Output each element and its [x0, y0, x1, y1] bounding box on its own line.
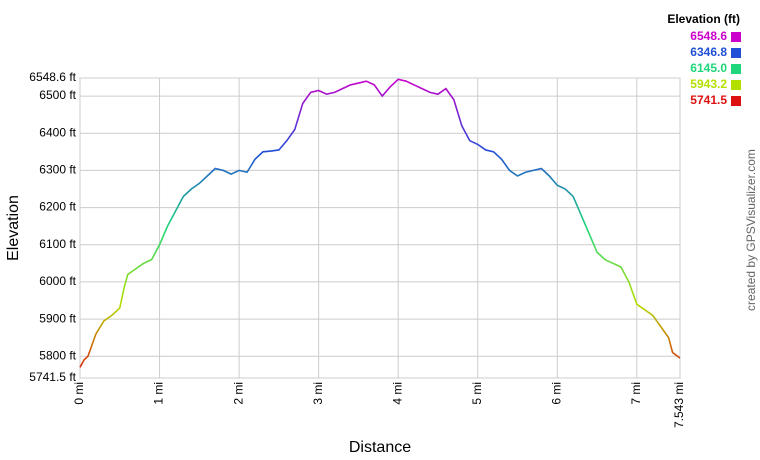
legend-title: Elevation (ft): [667, 12, 740, 26]
legend-label: 5741.5: [690, 93, 727, 107]
y-tick-label: 5741.5 ft: [29, 370, 76, 384]
y-axis-title: Elevation: [5, 195, 22, 261]
y-tick-label: 5900 ft: [39, 311, 76, 325]
legend-swatch: [731, 96, 741, 106]
legend-label: 6548.6: [690, 29, 727, 43]
legend-swatch: [731, 64, 741, 74]
x-tick-label: 7.543 mi: [672, 382, 686, 428]
y-tick-label: 6200 ft: [39, 200, 76, 214]
y-tick-label: 6000 ft: [39, 274, 76, 288]
x-tick-label: 0 mi: [72, 382, 86, 405]
x-tick-label: 4 mi: [390, 382, 404, 405]
credit: created by GPSVisualizer.com: [744, 149, 758, 311]
x-tick-label: 5 mi: [470, 382, 484, 405]
x-tick-label: 6 mi: [549, 382, 563, 405]
y-tick-label: 6548.6 ft: [29, 70, 76, 84]
legend-label: 6346.8: [690, 45, 727, 59]
legend-swatch: [731, 32, 741, 42]
x-tick-label: 7 mi: [629, 382, 643, 405]
elevation-line: [79, 78, 681, 368]
y-tick-label: 6500 ft: [39, 88, 76, 102]
x-tick-label: 2 mi: [231, 382, 245, 405]
legend-label: 6145.0: [690, 61, 727, 75]
y-tick-label: 5800 ft: [39, 348, 76, 362]
y-tick-label: 6100 ft: [39, 237, 76, 251]
legend-swatch: [731, 48, 741, 58]
x-axis-title: Distance: [349, 439, 411, 456]
y-tick-label: 6300 ft: [39, 163, 76, 177]
legend-label: 5943.2: [690, 77, 727, 91]
x-tick-label: 3 mi: [311, 382, 325, 405]
y-tick-label: 6400 ft: [39, 125, 76, 139]
plot-area: [79, 77, 681, 379]
x-tick-label: 1 mi: [152, 382, 166, 405]
legend-swatch: [731, 80, 741, 90]
